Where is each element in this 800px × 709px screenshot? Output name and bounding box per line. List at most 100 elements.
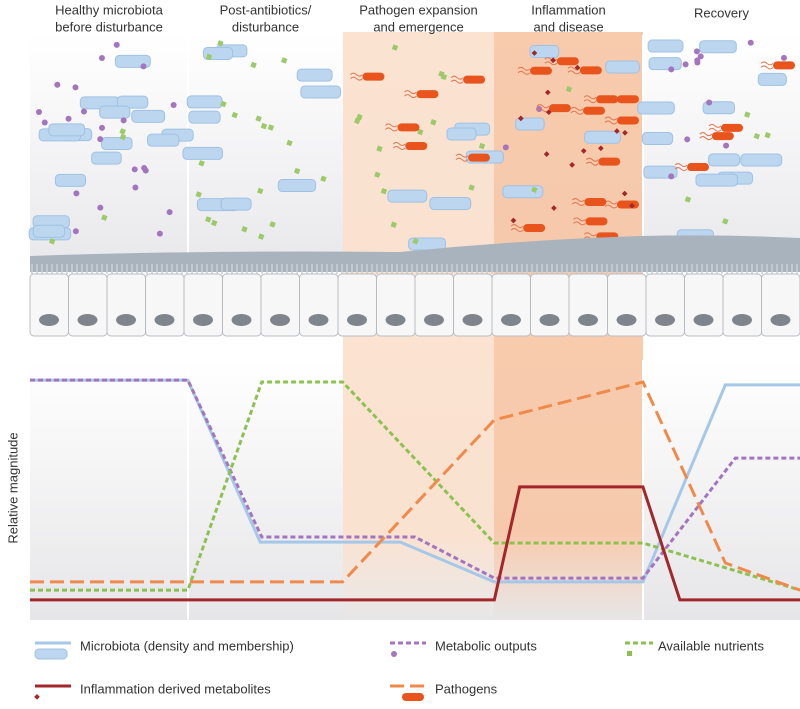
nutrient xyxy=(380,187,388,195)
metabolite xyxy=(694,57,701,64)
pathogen-flagella xyxy=(583,95,597,104)
pathogen xyxy=(362,72,385,81)
metabolite xyxy=(166,209,173,216)
pathogen xyxy=(463,75,486,84)
metabolite xyxy=(72,84,79,91)
metabolite xyxy=(73,190,80,197)
cell xyxy=(106,273,146,337)
nutrient xyxy=(286,139,293,147)
nutrient xyxy=(565,85,573,93)
pathogen xyxy=(583,106,606,115)
nutrient xyxy=(267,124,275,131)
inflammation-marker xyxy=(569,162,575,168)
metabolite xyxy=(98,55,105,62)
inflammation-marker xyxy=(622,129,628,136)
nutrient xyxy=(195,191,202,198)
metabolite xyxy=(706,99,713,106)
nucleus xyxy=(385,314,406,326)
inflammation-marker xyxy=(544,89,551,96)
legend-icon xyxy=(391,651,397,657)
pathogen xyxy=(773,61,796,70)
cell xyxy=(260,273,300,337)
pathogen xyxy=(468,153,490,162)
nutrient xyxy=(205,53,213,61)
metabolite xyxy=(72,228,79,235)
commensal xyxy=(584,130,621,144)
commensal xyxy=(182,146,224,160)
nucleus xyxy=(770,314,791,326)
pathogen-flagella xyxy=(699,132,713,141)
nutrient xyxy=(354,117,361,125)
series-line xyxy=(30,485,800,602)
nucleus xyxy=(732,314,752,326)
pathogen xyxy=(416,90,439,99)
nucleus xyxy=(270,314,290,326)
plot xyxy=(30,378,800,602)
pathogen-flagella xyxy=(392,141,406,150)
pathogen xyxy=(711,132,734,141)
metabolite xyxy=(99,124,106,131)
cell xyxy=(607,273,647,337)
legend: Microbiota (density and membership) Metab… xyxy=(34,638,764,701)
commensal xyxy=(147,133,180,147)
pathogen-flagella xyxy=(455,153,469,162)
metabolite xyxy=(780,54,787,61)
metabolite xyxy=(54,81,61,88)
cell xyxy=(761,273,800,337)
pathogen-flagella xyxy=(517,66,531,75)
commensal xyxy=(186,95,223,109)
nucleus xyxy=(655,314,675,326)
nutrient xyxy=(260,122,268,130)
nutrient xyxy=(281,57,288,64)
commensal xyxy=(529,45,560,59)
metabolite xyxy=(65,115,72,122)
metabolite xyxy=(170,101,177,108)
cell xyxy=(453,273,493,337)
metabolite xyxy=(35,108,42,115)
legend-icon xyxy=(34,648,68,660)
commensal xyxy=(740,153,783,167)
pathogen-flagella xyxy=(404,90,417,99)
pathogen xyxy=(617,200,639,209)
pathogen xyxy=(596,95,619,104)
inflammation-marker xyxy=(550,57,556,64)
y-axis-label: Relative magnitude xyxy=(5,432,20,543)
nutrient xyxy=(531,186,538,193)
cell xyxy=(337,273,377,337)
inflammation-marker xyxy=(629,202,635,209)
cell xyxy=(183,273,223,337)
commensal xyxy=(699,40,737,54)
commensal xyxy=(54,173,87,187)
inflammation-marker xyxy=(551,205,557,211)
pathogen xyxy=(556,57,579,66)
pathogen-flagella xyxy=(585,157,599,166)
metabolite xyxy=(723,142,730,149)
inflammation-marker xyxy=(543,151,550,157)
nutrient xyxy=(376,145,383,152)
commensal xyxy=(502,185,544,199)
nucleus xyxy=(616,314,637,326)
nutrient xyxy=(374,171,381,178)
nutrient xyxy=(417,128,424,136)
inflammation-marker xyxy=(614,128,620,134)
nutrient xyxy=(744,111,751,118)
commensal xyxy=(641,132,674,146)
series-line xyxy=(30,380,800,592)
stage-label: Recovery xyxy=(694,5,749,20)
legend-label: Pathogens xyxy=(435,681,498,696)
series-line xyxy=(30,380,800,592)
pathogen xyxy=(579,66,602,75)
pathogen xyxy=(720,123,743,132)
nutrient xyxy=(269,221,276,228)
commensal xyxy=(515,117,545,131)
cell xyxy=(29,273,69,337)
nucleus xyxy=(578,314,598,326)
cell xyxy=(299,273,339,337)
pathogen-flagella xyxy=(450,75,464,84)
pathogen-flagella xyxy=(708,123,722,132)
commensal xyxy=(99,105,131,119)
nucleus xyxy=(116,314,136,326)
inflammation-marker xyxy=(531,50,538,56)
nutrient xyxy=(198,160,205,167)
legend-icon xyxy=(402,693,424,701)
